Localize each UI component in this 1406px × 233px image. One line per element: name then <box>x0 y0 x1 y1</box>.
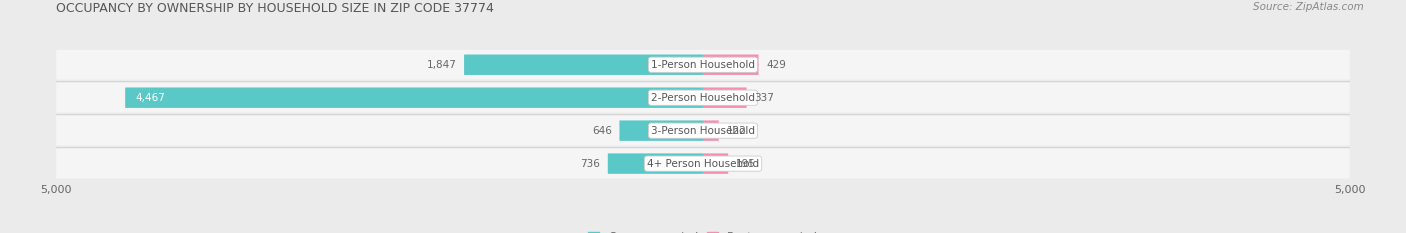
Text: 1,847: 1,847 <box>426 60 457 70</box>
Text: 2-Person Household: 2-Person Household <box>651 93 755 103</box>
FancyBboxPatch shape <box>125 87 703 108</box>
Text: OCCUPANCY BY OWNERSHIP BY HOUSEHOLD SIZE IN ZIP CODE 37774: OCCUPANCY BY OWNERSHIP BY HOUSEHOLD SIZE… <box>56 2 494 15</box>
FancyBboxPatch shape <box>607 153 703 174</box>
Text: 1-Person Household: 1-Person Household <box>651 60 755 70</box>
FancyBboxPatch shape <box>56 50 1350 79</box>
Text: 4,467: 4,467 <box>135 93 166 103</box>
FancyBboxPatch shape <box>703 87 747 108</box>
FancyBboxPatch shape <box>620 120 703 141</box>
Text: 429: 429 <box>766 60 786 70</box>
Text: 646: 646 <box>592 126 612 136</box>
Legend: Owner-occupied, Renter-occupied: Owner-occupied, Renter-occupied <box>583 227 823 233</box>
Text: 4+ Person Household: 4+ Person Household <box>647 159 759 169</box>
FancyBboxPatch shape <box>56 116 1350 145</box>
FancyBboxPatch shape <box>56 83 1350 113</box>
FancyBboxPatch shape <box>703 153 728 174</box>
FancyBboxPatch shape <box>56 149 1350 178</box>
Text: 736: 736 <box>581 159 600 169</box>
FancyBboxPatch shape <box>703 55 758 75</box>
Text: 122: 122 <box>727 126 747 136</box>
FancyBboxPatch shape <box>464 55 703 75</box>
Text: 3-Person Household: 3-Person Household <box>651 126 755 136</box>
Text: 337: 337 <box>755 93 775 103</box>
Text: 195: 195 <box>735 159 756 169</box>
FancyBboxPatch shape <box>703 120 718 141</box>
Text: Source: ZipAtlas.com: Source: ZipAtlas.com <box>1253 2 1364 12</box>
